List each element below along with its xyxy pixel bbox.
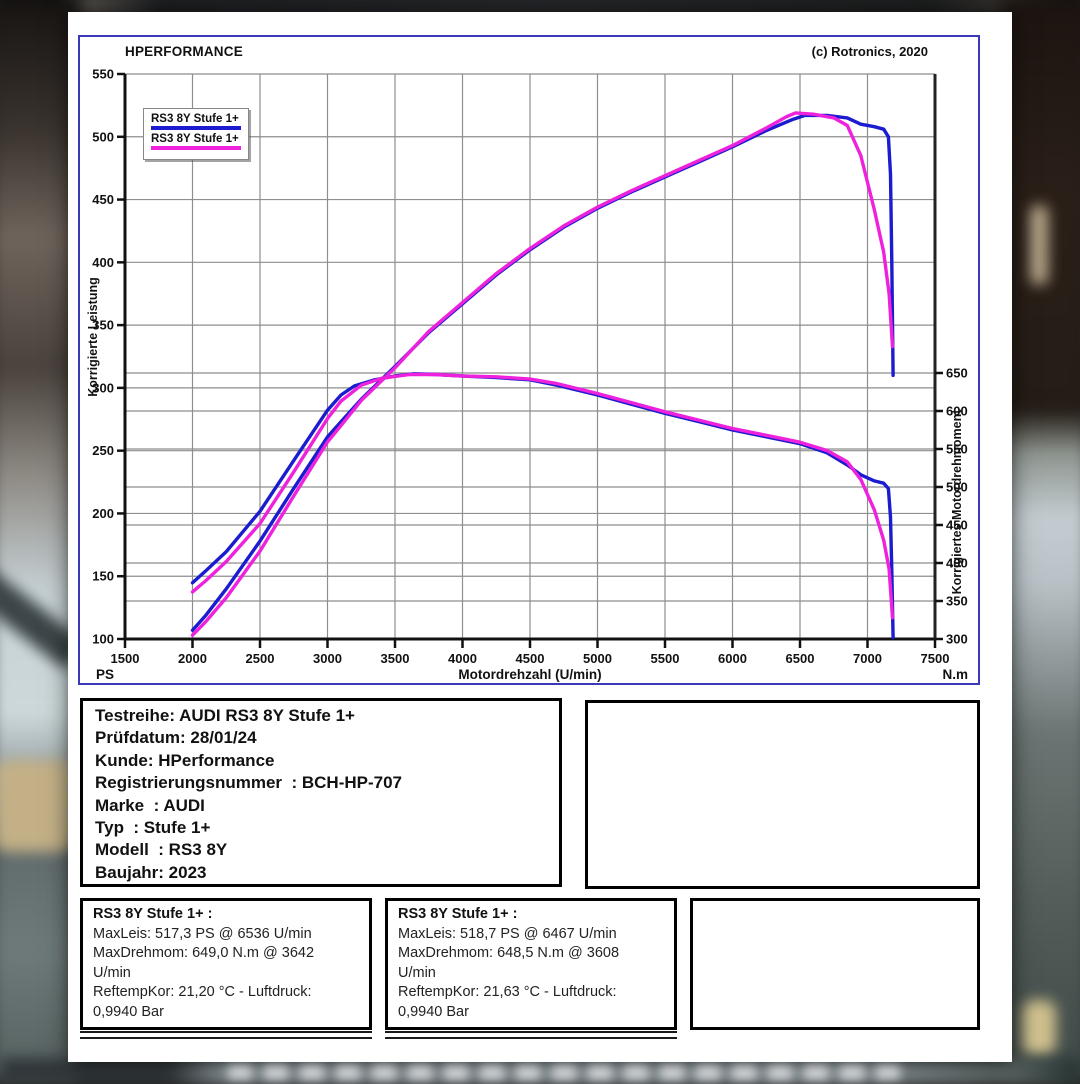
left-tick-label: 400 — [92, 255, 114, 270]
left-tick-label: 250 — [92, 443, 114, 458]
left-axis-title: Korrigierte Leistung — [86, 277, 100, 396]
result-luftdruck-run1: 0,9940 Bar — [93, 1003, 164, 1020]
chart-legend: RS3 8Y Stufe 1+ RS3 8Y Stufe 1+ — [143, 108, 249, 160]
legend-color-run1 — [151, 126, 241, 130]
result-maxleis-run2: MaxLeis: 518,7 PS @ 6467 U/min — [398, 925, 617, 942]
dyno-plot-area: 1500 2000 2500 3000 3500 4000 4500 5000 5500 6000… — [86, 67, 968, 683]
info-registrierungsnummer: Registrierungsnummer : BCH-HP-707 — [95, 773, 403, 793]
chart-title: HPERFORMANCE — [125, 44, 243, 59]
curve-leistung-run2 — [190, 111, 895, 637]
result-title-run1: RS3 8Y Stufe 1+ : — [93, 906, 213, 922]
left-tick-label: 100 — [92, 632, 114, 647]
divider-rule-run2 — [385, 1031, 677, 1039]
left-axis-unit: PS — [96, 667, 114, 682]
left-tick-label: 200 — [92, 506, 114, 521]
background-object — [1022, 1000, 1056, 1056]
right-tick-label: 650 — [946, 366, 968, 381]
left-tick-label: 350 — [92, 318, 114, 333]
x-tick-label: 3000 — [313, 651, 342, 666]
result-box-run2: RS3 8Y Stufe 1+ : MaxLeis: 518,7 PS @ 64… — [385, 898, 677, 1030]
curve-drehmoment-run1 — [190, 372, 895, 640]
left-tick-label: 500 — [92, 129, 114, 144]
left-tick-label: 450 — [92, 192, 114, 207]
background-left-wall — [0, 0, 76, 1080]
dyno-chart: HPERFORMANCE (c) Rotronics, 2020 1500 200… — [78, 35, 980, 685]
report-page: HPERFORMANCE (c) Rotronics, 2020 1500 200… — [68, 12, 1012, 1062]
right-tick-label: 550 — [946, 442, 968, 457]
x-tick-label: 5500 — [651, 651, 680, 666]
result-reftemp-run1: ReftempKor: 21,20 °C - Luftdruck: — [93, 984, 312, 1000]
x-tick-label: 4000 — [448, 651, 477, 666]
info-typ: Typ : Stufe 1+ — [95, 818, 211, 838]
divider-rule-run1 — [80, 1031, 372, 1039]
x-tick-label: 7500 — [921, 651, 950, 666]
background-wood-beam — [0, 760, 74, 852]
info-modell: Modell : RS3 8Y — [95, 840, 228, 860]
result-maxdrehmom-run2: MaxDrehmom: 648,5 N.m @ 3608 — [398, 945, 620, 961]
x-tick-label: 6500 — [786, 651, 815, 666]
right-tick-label: 400 — [946, 556, 968, 571]
right-axis-unit: N.m — [942, 667, 968, 682]
result-reftemp-run2: ReftempKor: 21,63 °C - Luftdruck: — [398, 984, 617, 1000]
right-axis-title: Korrigiertes Motordrehmoment — [950, 409, 964, 595]
empty-result-box — [690, 898, 980, 1030]
legend-item-run1: RS3 8Y Stufe 1+ — [151, 113, 241, 130]
result-luftdruck-run2: 0,9940 Bar — [398, 1003, 469, 1020]
left-tick-label: 300 — [92, 380, 114, 395]
result-maxdrehmom-unit-run1: U/min — [93, 964, 131, 981]
info-testreihe: Testreihe: AUDI RS3 8Y Stufe 1+ — [95, 706, 355, 725]
legend-label-run2: RS3 8Y Stufe 1+ — [151, 133, 239, 145]
info-baujahr: Baujahr: 2023 — [95, 862, 207, 882]
x-tick-label: 6000 — [718, 651, 747, 666]
background-tool — [1030, 205, 1048, 285]
result-maxleis-run1: MaxLeis: 517,3 PS @ 6536 U/min — [93, 925, 312, 942]
right-tick-label: 300 — [946, 632, 968, 647]
x-tick-label: 2000 — [178, 651, 207, 666]
curve-drehmoment-run2 — [190, 372, 895, 620]
right-tick-label: 500 — [946, 480, 968, 495]
right-tick-label: 600 — [946, 404, 968, 419]
test-info-box: Testreihe: AUDI RS3 8Y Stufe 1+ Prüfdatu… — [80, 698, 562, 887]
result-maxdrehmom-run1: MaxDrehmom: 649,0 N.m @ 3642 — [93, 945, 315, 961]
info-marke: Marke : AUDI — [95, 795, 205, 815]
right-tick-label: 450 — [946, 518, 968, 533]
legend-color-run2 — [151, 146, 241, 150]
legend-label-run1: RS3 8Y Stufe 1+ — [151, 113, 239, 125]
left-tick-label: 550 — [92, 67, 114, 82]
right-tick-label: 350 — [946, 594, 968, 609]
legend-item-run2: RS3 8Y Stufe 1+ — [151, 133, 241, 150]
x-tick-label: 7000 — [853, 651, 882, 666]
x-tick-label: 5000 — [583, 651, 612, 666]
x-axis-label: Motordrehzahl (U/min) — [458, 667, 601, 682]
x-tick-label: 3500 — [381, 651, 410, 666]
x-tick-label: 2500 — [246, 651, 275, 666]
result-maxdrehmom-unit-run2: U/min — [398, 964, 436, 981]
empty-info-box — [585, 700, 980, 889]
x-tick-label: 1500 — [111, 651, 140, 666]
result-box-run1: RS3 8Y Stufe 1+ : MaxLeis: 517,3 PS @ 65… — [80, 898, 372, 1030]
blurred-watermark-text — [228, 1064, 908, 1079]
info-pruefdatum: Prüfdatum: 28/01/24 — [95, 728, 257, 748]
result-title-run2: RS3 8Y Stufe 1+ : — [398, 906, 518, 922]
chart-copyright: (c) Rotronics, 2020 — [811, 44, 928, 59]
info-kunde: Kunde: HPerformance — [95, 750, 275, 770]
x-tick-label: 4500 — [516, 651, 545, 666]
background-right-wall — [1004, 0, 1080, 1080]
left-tick-label: 150 — [92, 569, 114, 584]
